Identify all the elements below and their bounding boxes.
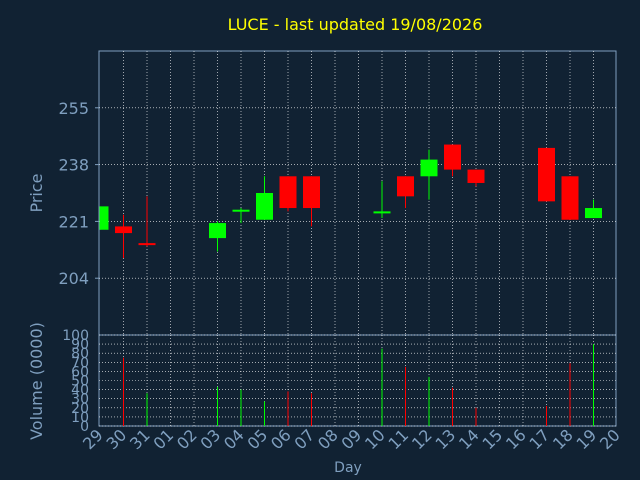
- candle-body: [444, 144, 461, 170]
- candle-12: [420, 149, 438, 200]
- candle-14: [467, 169, 485, 187]
- price-y-ticks: 204 221 238 255: [58, 99, 99, 288]
- candle-body: [397, 176, 414, 197]
- candle-body: [420, 159, 438, 177]
- candle-body: [100, 206, 109, 230]
- volume-tick-label: 60: [71, 364, 89, 380]
- x-axis-label: Day: [334, 460, 362, 476]
- candle-30: [115, 214, 132, 259]
- candle-18: [561, 176, 579, 220]
- volume-tick-label: 20: [71, 401, 89, 417]
- candle-body: [115, 226, 132, 234]
- candles: [99, 144, 602, 259]
- volume-tick-label: 10: [71, 410, 89, 426]
- candle-body: [232, 209, 250, 212]
- candle-body: [256, 193, 273, 220]
- candle-body: [138, 243, 156, 246]
- chart-title: LUCE - last updated 19/08/2026: [228, 15, 483, 34]
- candle-17: [538, 147, 555, 202]
- candle-19: [585, 199, 602, 219]
- candle-body: [538, 147, 555, 202]
- candle-29: [99, 206, 109, 230]
- candle-10: [373, 181, 391, 219]
- volume-tick-label: 50: [71, 374, 89, 390]
- volume-bars: [123, 344, 594, 426]
- price-tick-label: 255: [58, 99, 89, 118]
- volume-tick-label: 70: [71, 355, 89, 371]
- price-tick-label: 221: [58, 212, 89, 231]
- candle-07: [303, 176, 320, 227]
- candle-13: [444, 144, 461, 177]
- candle-05: [256, 176, 273, 220]
- x-tick-labels: 2930310102030405060708091011121314151617…: [79, 425, 624, 453]
- candle-06: [279, 176, 297, 212]
- candle-body: [209, 223, 226, 239]
- candle-body: [467, 169, 485, 183]
- price-tick-label: 238: [58, 156, 89, 175]
- candle-body: [279, 176, 297, 209]
- candle-body: [585, 208, 602, 219]
- price-tick-label: 204: [58, 269, 89, 288]
- volume-tick-label: 100: [62, 328, 89, 344]
- candle-04: [232, 208, 250, 224]
- price-axis-label: Price: [27, 173, 46, 212]
- candle-body: [561, 176, 579, 220]
- candle-03: [209, 221, 226, 252]
- candle-11: [397, 176, 414, 209]
- candle-body: [303, 176, 320, 209]
- volume-axis-label: Volume (0000): [27, 322, 46, 440]
- volume-tick-label: 80: [71, 346, 89, 362]
- volume-tick-label: 90: [71, 337, 89, 353]
- volume-tick-label: 30: [71, 392, 89, 408]
- volume-tick-label: 40: [71, 383, 89, 399]
- candle-31: [138, 196, 156, 247]
- candle-body: [373, 211, 391, 214]
- volume-tick-label: 0: [80, 419, 89, 435]
